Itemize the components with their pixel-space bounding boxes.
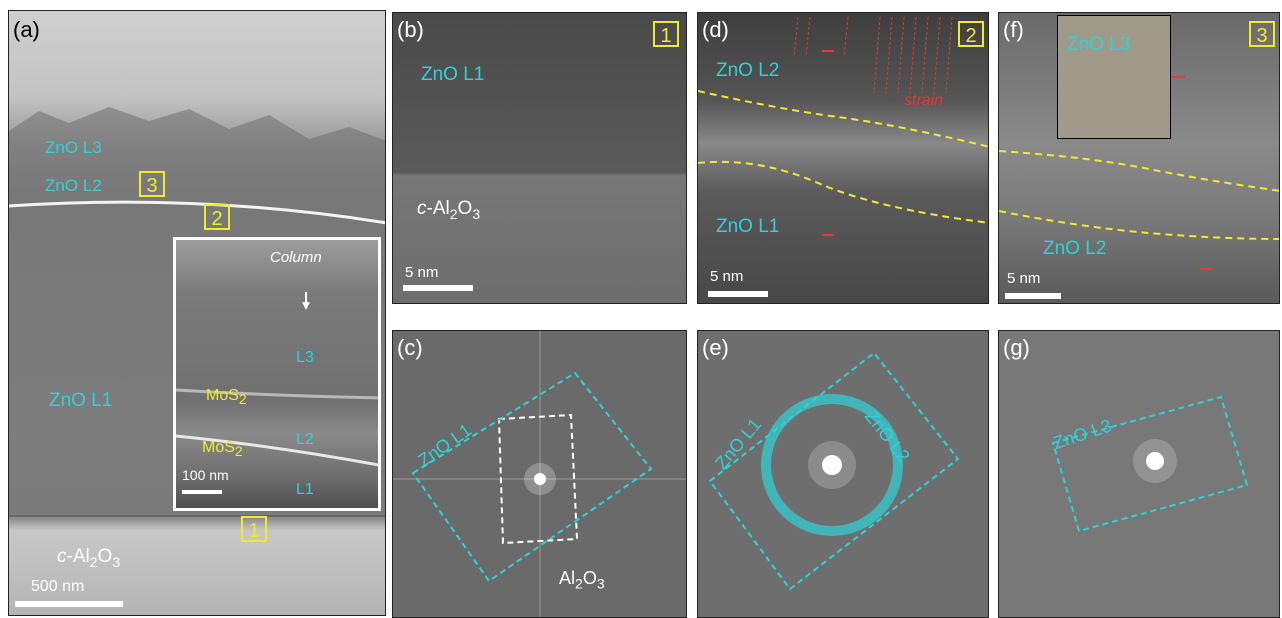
panel-f: (f) 3 ZnO L3 ZnO L2 5 nm [998,12,1280,304]
panel-g-fft-overlay [1051,395,1249,533]
inset-l1-label: L1 [296,481,314,498]
panel-d-interfaces [698,16,988,236]
panel-b-scale-label: 5 nm [405,264,439,281]
zno-l2-label: ZnO L2 [45,176,102,195]
panel-c-fft-overlay [393,331,686,617]
region-box-3: 3 [139,171,165,197]
panel-d-scale-label: 5 nm [710,268,744,285]
inset-image: Column L3 MoS2 L2 MoS2 100 nm L1 [173,237,381,511]
panel-d-zno-l1-label: ZnO L1 [716,216,780,237]
inset-mos2-upper-label: MoS2 [206,387,247,408]
region-box-1: 1 [241,516,267,542]
panel-e-fft-overlay [708,351,960,591]
zno-l1-label: ZnO L1 [49,390,113,411]
panel-f-region-box: 3 [1249,21,1275,47]
inset-scale-bar [182,490,222,494]
panel-d-zno-l2-label: ZnO L2 [716,60,780,81]
inset-l2-label: L2 [296,431,314,448]
panel-d: (d) 2 ZnO L2 strain ZnO L1 5 nm [697,12,989,304]
inset-column-label: Column [270,249,322,266]
panel-b-zno-label: ZnO L1 [421,64,485,85]
panel-d-label: (d) [702,17,729,42]
scale-bar [15,601,123,607]
panel-f-scale-bar [1005,293,1061,299]
panel-f-scale-label: 5 nm [1007,270,1041,287]
panel-a: (a) ZnO L3 ZnO L2 ZnO L1 3 2 1 c-Al2O3 5… [8,10,386,616]
panel-f-inset [1057,15,1171,139]
zno-l3-label: ZnO L3 [45,138,102,157]
panel-b-scale-bar [403,285,473,291]
panel-e: (e) ZnO L1 ZnO L2 [697,330,989,618]
inset-scale-label: 100 nm [182,467,229,483]
panel-b-label: (b) [397,17,424,42]
inset-mos2-lower-label: MoS2 [202,439,243,460]
panel-d-strain-label: strain [904,92,944,109]
inset-l3-label: L3 [296,349,314,366]
panel-f-label: (f) [1003,17,1024,42]
panel-f-interfaces [999,76,1279,270]
panel-c-al2o3-label: Al2O3 [559,568,605,592]
panel-g: (g) ZnO L3 [998,330,1280,618]
panel-b-region-box: 1 [653,21,679,47]
panel-b-substrate-label: c-Al2O3 [417,198,481,222]
panel-d-region-box: 2 [958,21,984,47]
panel-a-label: (a) [13,17,40,42]
panel-c: (c) ZnO L1 Al2O3 [392,330,687,618]
panel-g-label: (g) [1003,335,1030,360]
panel-b: (b) 1 ZnO L1 c-Al2O3 5 nm [392,12,687,304]
panel-d-scale-bar [708,291,768,297]
panel-f-zno-l3-label: ZnO L3 [1067,34,1131,55]
scale-bar-label: 500 nm [31,578,85,595]
substrate-label: c-Al2O3 [57,546,121,570]
region-box-2: 2 [204,204,230,230]
panel-c-label: (c) [397,335,423,360]
panel-f-zno-l2-label: ZnO L2 [1043,238,1107,259]
panel-e-label: (e) [702,335,729,360]
